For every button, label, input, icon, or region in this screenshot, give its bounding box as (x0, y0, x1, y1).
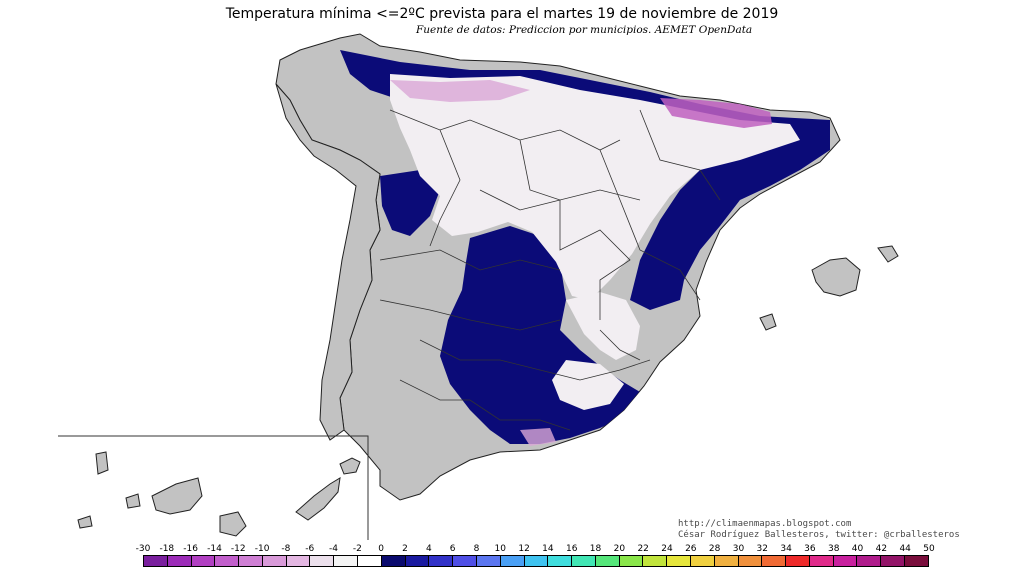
legend-tick-label: -14 (207, 544, 222, 554)
legend-swatch (905, 556, 928, 566)
legend-tick-label: 6 (449, 544, 456, 554)
legend-tick-label: 28 (708, 544, 721, 554)
portugal-region (275, 83, 381, 441)
credits-url[interactable]: http://climaenmapas.blogspot.com (678, 519, 852, 529)
legend-swatch (286, 556, 311, 566)
balearic-islands (759, 245, 899, 331)
legend-swatch (381, 556, 406, 566)
legend-swatch (595, 556, 620, 566)
map-subtitle: Fuente de datos: Prediccion por municipi… (416, 24, 753, 36)
legend-swatch (667, 556, 691, 566)
legend-swatch (738, 556, 763, 566)
legend-tick-label: 40 (851, 544, 864, 554)
credits: http://climaenmapas.blogspot.com César R… (678, 519, 960, 541)
legend-swatch (429, 556, 454, 566)
legend-swatch (453, 556, 477, 566)
canary-inset-frame (58, 435, 369, 540)
legend-swatch (405, 556, 430, 566)
legend-swatch (809, 556, 834, 566)
legend-tick-label: 12 (518, 544, 530, 554)
subzero-south-interior (552, 360, 624, 410)
spain-temperature-map (58, 33, 899, 540)
legend-tick-label: 18 (589, 544, 602, 554)
legend-tick-label: 32 (756, 544, 768, 554)
legend-tick-label: 14 (542, 544, 554, 554)
legend-tick-label: 8 (473, 544, 480, 554)
legend-swatch (500, 556, 525, 566)
legend-tick-label: -18 (159, 544, 175, 554)
legend-swatch (881, 556, 905, 566)
legend-tick-label: 4 (425, 544, 432, 554)
deep-frost-pyrenees (660, 98, 772, 128)
legend-tick-label: 44 (899, 544, 911, 554)
cold-band-west (380, 170, 440, 236)
subzero-north-plateau (390, 74, 800, 300)
temperature-legend: -30 -18 -16 -14 -12 -10 -8 -6 -4 -2 0 2 4 6 8 10 12 14 16 1… (0, 540, 1024, 576)
legend-tick-label: 42 (875, 544, 888, 554)
legend-tick-label: -16 (183, 544, 198, 554)
legend-swatch (857, 556, 882, 566)
legend-tick-label: 0 (378, 544, 385, 554)
legend-swatch (239, 556, 263, 566)
legend-tick-label: 36 (804, 544, 816, 554)
legend-swatch (358, 556, 382, 566)
legend-tick-label: -4 (329, 544, 339, 554)
legend-swatch (191, 556, 216, 566)
legend-swatch (215, 556, 240, 566)
legend-tick-label: 26 (685, 544, 697, 554)
legend-swatch (572, 556, 596, 566)
legend-swatch (548, 556, 573, 566)
subzero-east-interior (566, 292, 640, 360)
legend-swatch (619, 556, 644, 566)
legend-tick-label: 10 (494, 544, 506, 554)
legend-swatch (476, 556, 501, 566)
legend-tick-label: 16 (565, 544, 578, 554)
deep-frost-cantabria (390, 80, 530, 102)
legend-swatch (144, 556, 168, 566)
credits-author: César Rodríguez Ballesteros, twitter: @c… (678, 530, 960, 540)
legend-tick-label: 24 (661, 544, 673, 554)
legend-swatch (262, 556, 287, 566)
legend-swatch (833, 556, 858, 566)
legend-tick-label: 34 (780, 544, 792, 554)
deep-frost-sierra-nevada (520, 428, 556, 446)
legend-swatch (714, 556, 739, 566)
legend-color-bar (143, 555, 929, 567)
legend-tick-label: 22 (637, 544, 649, 554)
legend-swatch (310, 556, 335, 566)
legend-tick-label: 38 (827, 544, 840, 554)
legend-swatch (762, 556, 787, 566)
legend-tick-label: -30 (135, 544, 151, 554)
map-title: Temperatura mínima <=2ºC prevista para e… (225, 6, 779, 22)
legend-swatch (786, 556, 810, 566)
legend-tick-label: 30 (732, 544, 745, 554)
legend-tick-label: -10 (254, 544, 270, 554)
legend-tick-label: 20 (613, 544, 626, 554)
legend-tick-label: -2 (352, 544, 362, 554)
legend-swatch (643, 556, 668, 566)
legend-swatch (690, 556, 715, 566)
legend-swatch (524, 556, 549, 566)
legend-swatch (167, 556, 192, 566)
legend-tick-label: -12 (230, 544, 246, 554)
legend-swatch (334, 556, 359, 566)
province-borders (379, 109, 721, 431)
legend-tick-label: -6 (305, 544, 315, 554)
legend-tick-label: 50 (923, 544, 935, 554)
canary-islands (77, 451, 361, 537)
legend-tick-label: -8 (281, 544, 291, 554)
legend-tick-label: 2 (402, 544, 408, 554)
